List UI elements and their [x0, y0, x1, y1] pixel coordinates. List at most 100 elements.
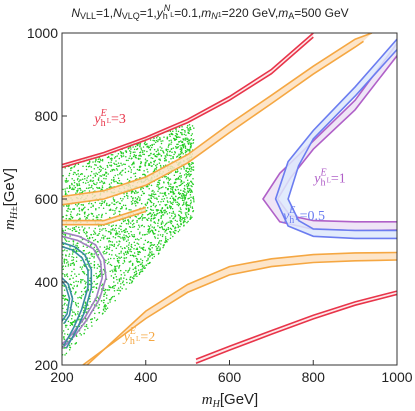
scatter-point: [131, 262, 134, 265]
scatter-point: [121, 207, 123, 210]
scatter-point: [113, 213, 115, 215]
scatter-point: [179, 172, 181, 175]
scatter-point: [72, 277, 74, 279]
scatter-point: [62, 297, 64, 299]
scatter-point: [133, 166, 135, 168]
scatter-point: [117, 244, 119, 247]
scatter-point: [138, 217, 141, 220]
scatter-point: [119, 289, 122, 292]
scatter-point: [168, 205, 171, 207]
scatter-point: [123, 231, 126, 233]
scatter-point: [114, 273, 116, 276]
scatter-point: [64, 311, 67, 314]
scatter-point: [87, 237, 89, 240]
scatter-point: [163, 136, 165, 138]
scatter-point: [187, 220, 189, 223]
scatter-point: [106, 164, 109, 167]
band-fill: [82, 252, 397, 365]
scatter-point: [171, 151, 173, 154]
scatter-point: [136, 168, 139, 171]
scatter-point: [180, 189, 182, 192]
scatter-point: [190, 190, 193, 193]
scatter-point: [147, 171, 149, 173]
scatter-point: [74, 291, 77, 294]
title-a-val: =1,: [96, 6, 113, 20]
scatter-point: [162, 151, 165, 153]
scatter-point: [174, 215, 177, 217]
scatter-point: [102, 238, 105, 240]
scatter-point: [182, 194, 185, 197]
scatter-point: [144, 158, 147, 160]
scatter-point: [185, 213, 187, 216]
scatter-point: [157, 152, 160, 154]
scatter-point: [125, 269, 127, 272]
scatter-point: [99, 165, 102, 167]
scatter-point: [167, 238, 169, 241]
scatter-point: [179, 207, 182, 209]
scatter-point: [181, 128, 183, 131]
scatter-point: [189, 189, 191, 191]
scatter-point: [71, 253, 74, 255]
scatter-point: [71, 187, 74, 189]
scatter-point: [190, 146, 192, 148]
scatter-point: [178, 214, 181, 217]
scatter-point: [126, 281, 128, 284]
scatter-point: [163, 176, 166, 178]
curve-label-2: yhEL=1: [312, 167, 346, 189]
scatter-point: [93, 256, 95, 259]
scatter-point: [168, 154, 170, 157]
scatter-point: [187, 191, 190, 193]
scatter-point: [153, 202, 155, 205]
scatter-point: [151, 253, 154, 255]
scatter-point: [168, 161, 170, 163]
scatter-point: [131, 254, 134, 257]
scatter-point: [175, 195, 177, 198]
scatter-point: [175, 136, 178, 139]
scatter-point: [187, 142, 189, 145]
scatter-point: [87, 175, 90, 177]
scatter-point: [144, 267, 146, 269]
scatter-point: [185, 172, 187, 175]
scatter-point: [88, 184, 90, 186]
title-b-val: =1,: [140, 6, 157, 20]
scatter-point: [141, 262, 144, 264]
scatter-point: [169, 227, 172, 230]
band-fill: [196, 291, 397, 364]
scatter-point: [153, 137, 155, 140]
scatter-point: [179, 178, 181, 180]
scatter-point: [107, 173, 109, 175]
scatter-point: [150, 201, 153, 204]
scatter-point: [143, 243, 145, 246]
x-axis-title-sym: m: [202, 392, 213, 408]
scatter-point: [193, 127, 195, 129]
scatter-point: [185, 203, 187, 205]
scatter-point: [130, 230, 132, 233]
scatter-point: [162, 244, 165, 247]
scatter-point: [62, 330, 65, 332]
scatter-point: [172, 155, 174, 158]
scatter-point: [113, 245, 116, 247]
scatter-point: [108, 261, 110, 263]
scatter-point: [167, 146, 170, 148]
scatter-point: [159, 138, 161, 141]
scatter-point: [179, 136, 181, 139]
scatter-point: [154, 193, 157, 195]
scatter-point: [119, 210, 121, 213]
scatter-point: [150, 157, 152, 159]
scatter-point: [192, 210, 195, 212]
scatter-point: [62, 265, 65, 267]
scatter-point: [72, 173, 75, 175]
scatter-point: [98, 303, 101, 306]
scatter-point: [139, 162, 142, 165]
scatter-point: [98, 214, 100, 216]
scatter-point: [65, 214, 68, 217]
scatter-point: [126, 236, 128, 238]
scatter-point: [177, 170, 179, 172]
scatter-point: [192, 183, 195, 185]
scatter-point: [64, 324, 67, 327]
scatter-point: [146, 202, 149, 205]
band-edge-lower: [195, 293, 397, 365]
scatter-point: [125, 228, 127, 230]
scatter-point: [159, 210, 162, 212]
